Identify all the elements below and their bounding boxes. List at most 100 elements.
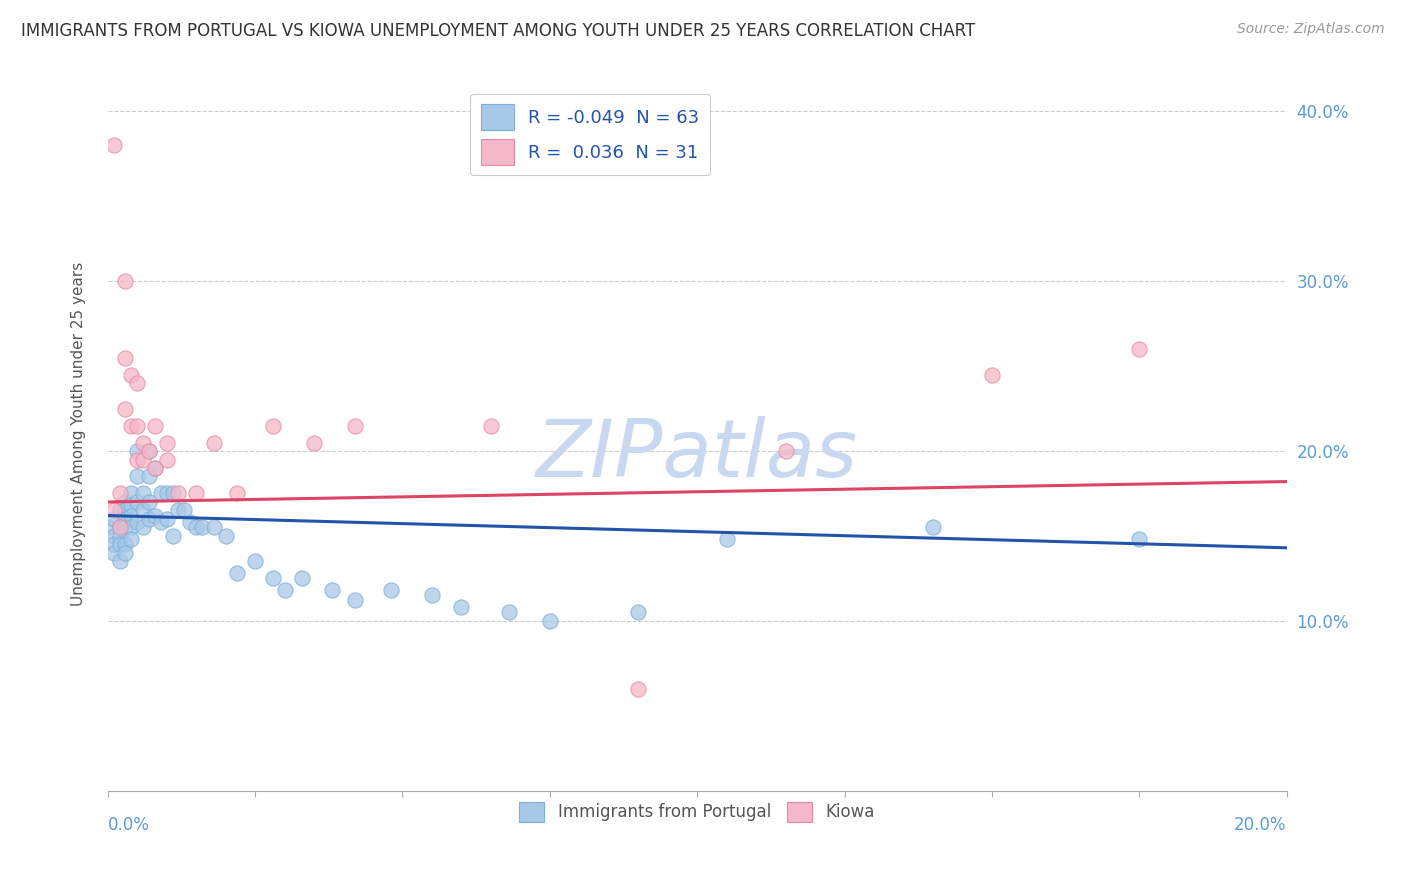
Point bbox=[149, 486, 172, 500]
Point bbox=[127, 444, 149, 458]
Point bbox=[108, 554, 131, 568]
Point bbox=[191, 520, 214, 534]
Point bbox=[108, 529, 131, 543]
Point bbox=[97, 520, 120, 534]
Point bbox=[156, 486, 179, 500]
Point bbox=[420, 588, 443, 602]
Point bbox=[1128, 533, 1150, 547]
Point bbox=[132, 486, 155, 500]
Point bbox=[138, 469, 160, 483]
Point bbox=[716, 533, 738, 547]
Y-axis label: Unemployment Among Youth under 25 years: Unemployment Among Youth under 25 years bbox=[72, 262, 86, 607]
Point bbox=[627, 681, 650, 696]
Point bbox=[226, 486, 249, 500]
Point bbox=[120, 499, 142, 513]
Point bbox=[132, 520, 155, 534]
Point bbox=[103, 537, 125, 551]
Point bbox=[291, 571, 314, 585]
Point bbox=[214, 529, 236, 543]
Point bbox=[120, 533, 142, 547]
Point bbox=[108, 503, 131, 517]
Legend: Immigrants from Portugal, Kiowa: Immigrants from Portugal, Kiowa bbox=[513, 795, 882, 829]
Point bbox=[498, 605, 520, 619]
Point bbox=[202, 520, 225, 534]
Point bbox=[1128, 342, 1150, 356]
Point bbox=[138, 444, 160, 458]
Point bbox=[108, 486, 131, 500]
Point bbox=[479, 418, 502, 433]
Point bbox=[114, 274, 136, 288]
Point bbox=[450, 600, 472, 615]
Point bbox=[132, 503, 155, 517]
Point bbox=[127, 469, 149, 483]
Point bbox=[156, 512, 179, 526]
Point bbox=[120, 486, 142, 500]
Point bbox=[262, 571, 284, 585]
Point bbox=[143, 461, 166, 475]
Point bbox=[114, 546, 136, 560]
Text: IMMIGRANTS FROM PORTUGAL VS KIOWA UNEMPLOYMENT AMONG YOUTH UNDER 25 YEARS CORREL: IMMIGRANTS FROM PORTUGAL VS KIOWA UNEMPL… bbox=[21, 22, 976, 40]
Point bbox=[202, 435, 225, 450]
Point bbox=[162, 486, 184, 500]
Point bbox=[167, 486, 190, 500]
Point bbox=[156, 435, 179, 450]
Point bbox=[186, 486, 208, 500]
Point bbox=[120, 368, 142, 382]
Point bbox=[980, 368, 1002, 382]
Point bbox=[321, 583, 343, 598]
Text: ZIPatlas: ZIPatlas bbox=[536, 417, 858, 494]
Point bbox=[103, 138, 125, 153]
Point bbox=[156, 452, 179, 467]
Point bbox=[775, 444, 797, 458]
Point bbox=[138, 495, 160, 509]
Point bbox=[162, 529, 184, 543]
Point bbox=[186, 520, 208, 534]
Point bbox=[127, 452, 149, 467]
Point bbox=[127, 376, 149, 390]
Point bbox=[262, 418, 284, 433]
Point bbox=[114, 351, 136, 365]
Point bbox=[127, 495, 149, 509]
Point bbox=[120, 508, 142, 523]
Point bbox=[167, 503, 190, 517]
Point bbox=[149, 516, 172, 530]
Point bbox=[127, 418, 149, 433]
Point bbox=[143, 461, 166, 475]
Point bbox=[538, 614, 561, 628]
Point bbox=[226, 566, 249, 581]
Point bbox=[114, 495, 136, 509]
Text: 0.0%: 0.0% bbox=[108, 816, 149, 834]
Point bbox=[273, 583, 295, 598]
Text: Source: ZipAtlas.com: Source: ZipAtlas.com bbox=[1237, 22, 1385, 37]
Point bbox=[138, 444, 160, 458]
Point bbox=[114, 401, 136, 416]
Point bbox=[344, 418, 367, 433]
Point bbox=[114, 503, 136, 517]
Point bbox=[103, 503, 125, 517]
Point bbox=[922, 520, 945, 534]
Point bbox=[243, 554, 266, 568]
Point bbox=[108, 520, 131, 534]
Point bbox=[380, 583, 402, 598]
Point bbox=[302, 435, 325, 450]
Point bbox=[627, 605, 650, 619]
Point bbox=[132, 435, 155, 450]
Point bbox=[114, 520, 136, 534]
Point bbox=[143, 508, 166, 523]
Point bbox=[120, 418, 142, 433]
Point bbox=[103, 529, 125, 543]
Point bbox=[108, 520, 131, 534]
Point bbox=[173, 503, 195, 517]
Text: 20.0%: 20.0% bbox=[1234, 816, 1286, 834]
Point bbox=[114, 512, 136, 526]
Point bbox=[179, 516, 201, 530]
Point bbox=[108, 537, 131, 551]
Point bbox=[103, 546, 125, 560]
Point bbox=[132, 452, 155, 467]
Point bbox=[143, 418, 166, 433]
Point bbox=[114, 537, 136, 551]
Point bbox=[120, 520, 142, 534]
Point bbox=[138, 512, 160, 526]
Point bbox=[344, 593, 367, 607]
Point bbox=[103, 512, 125, 526]
